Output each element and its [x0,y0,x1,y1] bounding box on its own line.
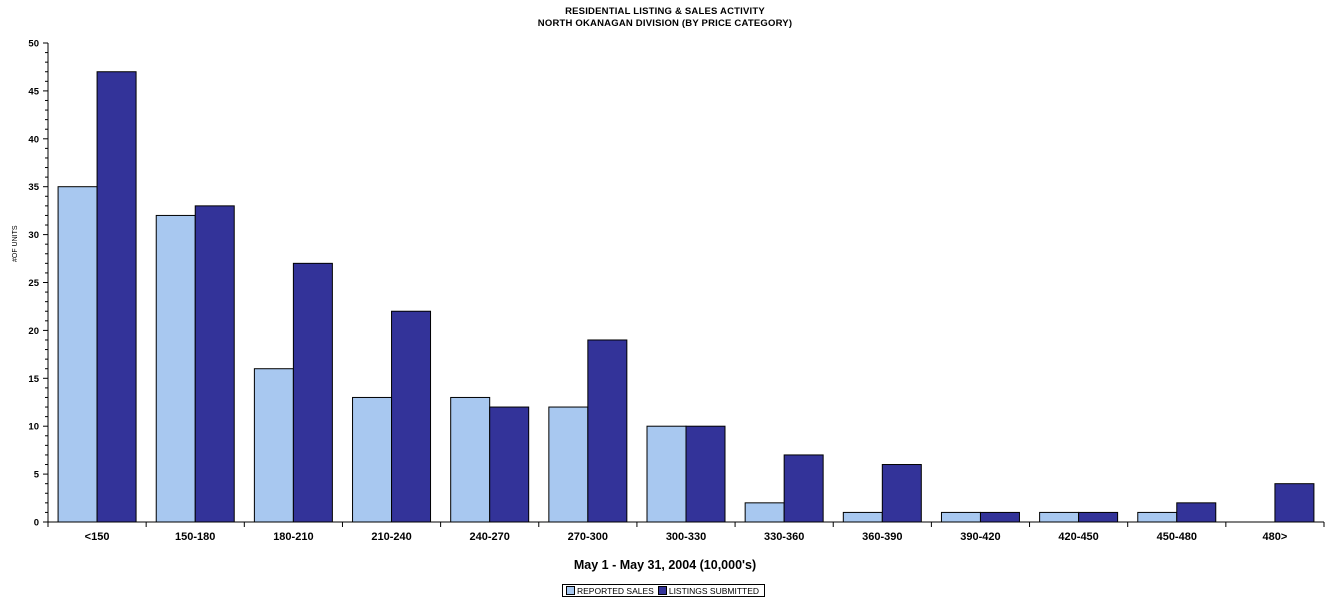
bar-reported-sales-10 [1039,511,1080,523]
x-tick-label-8: 360-390 [862,531,902,543]
legend-swatch-listings-submitted [657,586,667,595]
chart-subtitle: NORTH OKANAGAN DIVISION (BY PRICE CATEGO… [537,18,793,29]
bar-reported-sales-7 [744,502,785,523]
legend-item-reported-sales: REPORTED SALES [565,586,654,596]
bar-listings-submitted-9 [979,511,1020,523]
bar-listings-submitted-10 [1078,511,1119,523]
bar-listings-submitted-0 [96,71,137,523]
bar-listings-submitted-4 [489,406,530,523]
bar-reported-sales-2 [253,368,294,523]
bar-chart: 0 5 10 15 20 25 30 35 40 45 50 <150 150-180 180-210 21… [28,39,1325,543]
y-tick-label-35: 35 [28,182,39,193]
x-tick-label-5: 270-300 [568,531,608,543]
y-tick-label-0: 0 [34,518,39,529]
x-tick-label-4: 240-270 [470,531,510,543]
bar-listings-submitted-2 [292,262,333,523]
x-tick-label-9: 390-420 [960,531,1000,543]
legend-label-reported-sales: REPORTED SALES [577,585,654,596]
legend-label-listings-submitted: LISTINGS SUBMITTED [668,585,760,596]
bar-listings-submitted-12 [1274,483,1315,523]
bar-listings-submitted-6 [685,425,726,523]
legend-item-listings-submitted: LISTINGS SUBMITTED [657,586,759,596]
x-tick-label-10: 420-450 [1058,531,1098,543]
bar-listings-submitted-5 [587,339,628,523]
bar-reported-sales-11 [1137,511,1178,523]
x-tick-label-3: 210-240 [371,531,411,543]
x-tick-label-7: 330-360 [764,531,804,543]
bar-listings-submitted-8 [881,464,922,523]
bar-reported-sales-8 [842,511,883,523]
bar-listings-submitted-1 [194,205,235,523]
bar-reported-sales-5 [548,406,589,523]
y-tick-label-50: 50 [28,39,39,50]
bar-reported-sales-0 [57,186,98,523]
x-axis-label: May 1 - May 31, 2004 (10,000's) [573,558,757,572]
bar-reported-sales-9 [940,511,981,523]
x-tick-label-12: 480> [1263,531,1288,543]
bar-reported-sales-3 [352,396,393,523]
x-tick-label-1: 150-180 [175,531,215,543]
y-tick-label-20: 20 [28,326,39,337]
legend-swatch-reported-sales [566,586,575,595]
y-tick-label-45: 45 [28,86,39,97]
bar-reported-sales-4 [450,396,491,523]
x-tick-label-6: 300-330 [666,531,706,543]
bar-reported-sales-1 [155,214,196,523]
y-tick-label-10: 10 [28,422,39,433]
y-tick-label-40: 40 [28,134,39,145]
bar-listings-submitted-3 [391,310,432,523]
bar-reported-sales-6 [646,425,687,523]
bar-listings-submitted-7 [783,454,824,523]
bar-listings-submitted-11 [1176,502,1217,523]
legend: REPORTED SALES LISTINGS SUBMITTED [562,584,766,597]
y-tick-label-25: 25 [28,278,39,289]
x-tick-label-0: <150 [85,531,110,543]
x-tick-label-2: 180-210 [273,531,313,543]
y-tick-label-15: 15 [28,374,39,385]
x-tick-label-11: 450-480 [1157,531,1197,543]
y-tick-label-30: 30 [28,230,39,241]
y-tick-label-5: 5 [34,470,40,481]
chart-title: RESIDENTIAL LISTING & SALES ACTIVITY [565,6,765,17]
